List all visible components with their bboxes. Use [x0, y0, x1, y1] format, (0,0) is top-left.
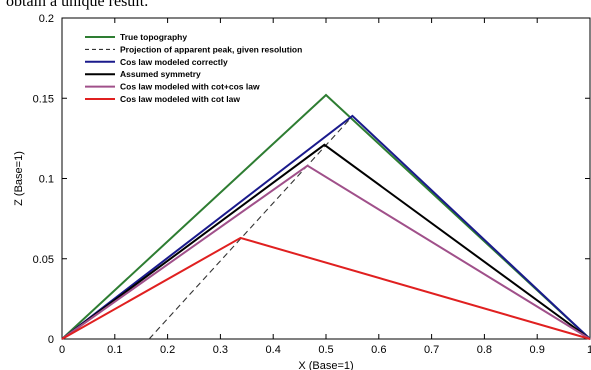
x-tick-label: 0.6 — [371, 344, 386, 356]
axis-ticks: 0 0.1 0.2 0.3 0.4 0.5 0.6 0.7 0.8 0.9 1 0 0.05 0.1 0.1… — [33, 13, 591, 356]
legend-label: Projection of apparent peak, given resol… — [120, 44, 302, 54]
x-tick-label: 0.3 — [213, 344, 228, 356]
series-lines — [61, 93, 591, 340]
y-tick-label: 0.05 — [33, 254, 54, 266]
header-text: obtain a unique result. — [6, 0, 149, 10]
legend-label: Assumed symmetry — [120, 69, 201, 79]
x-tick-label: 0.7 — [424, 344, 439, 356]
series-line — [61, 93, 591, 340]
legend-label: True topography — [120, 32, 187, 42]
x-tick-label: 0 — [59, 344, 65, 356]
legend: True topography Projection of apparent pe… — [85, 32, 302, 104]
series-line — [61, 236, 591, 340]
series-line — [61, 114, 591, 340]
y-tick-label: 0.1 — [39, 174, 54, 186]
x-tick-label: 0.1 — [107, 344, 122, 356]
x-tick-label: 1 — [587, 344, 591, 356]
x-tick-label: 0.2 — [160, 344, 175, 356]
y-tick-label: 0.2 — [39, 13, 54, 25]
y-tick-label: 0.15 — [33, 93, 54, 105]
legend-label: Cos law modeled with cot+cos law — [120, 82, 260, 92]
x-tick-label: 0.4 — [266, 344, 281, 356]
y-axis-title: Z (Base=1) — [13, 151, 25, 206]
x-tick-label: 0.5 — [318, 344, 333, 356]
series-line — [61, 164, 591, 340]
series-line — [148, 118, 351, 340]
x-tick-label: 0.8 — [477, 344, 492, 356]
legend-label: Cos law modeled with cot law — [120, 94, 240, 104]
x-tick-label: 0.9 — [530, 344, 545, 356]
series-line — [61, 143, 591, 340]
legend-label: Cos law modeled correctly — [120, 57, 228, 67]
x-axis-title: X (Base=1) — [298, 360, 353, 370]
y-tick-label: 0 — [48, 334, 54, 346]
